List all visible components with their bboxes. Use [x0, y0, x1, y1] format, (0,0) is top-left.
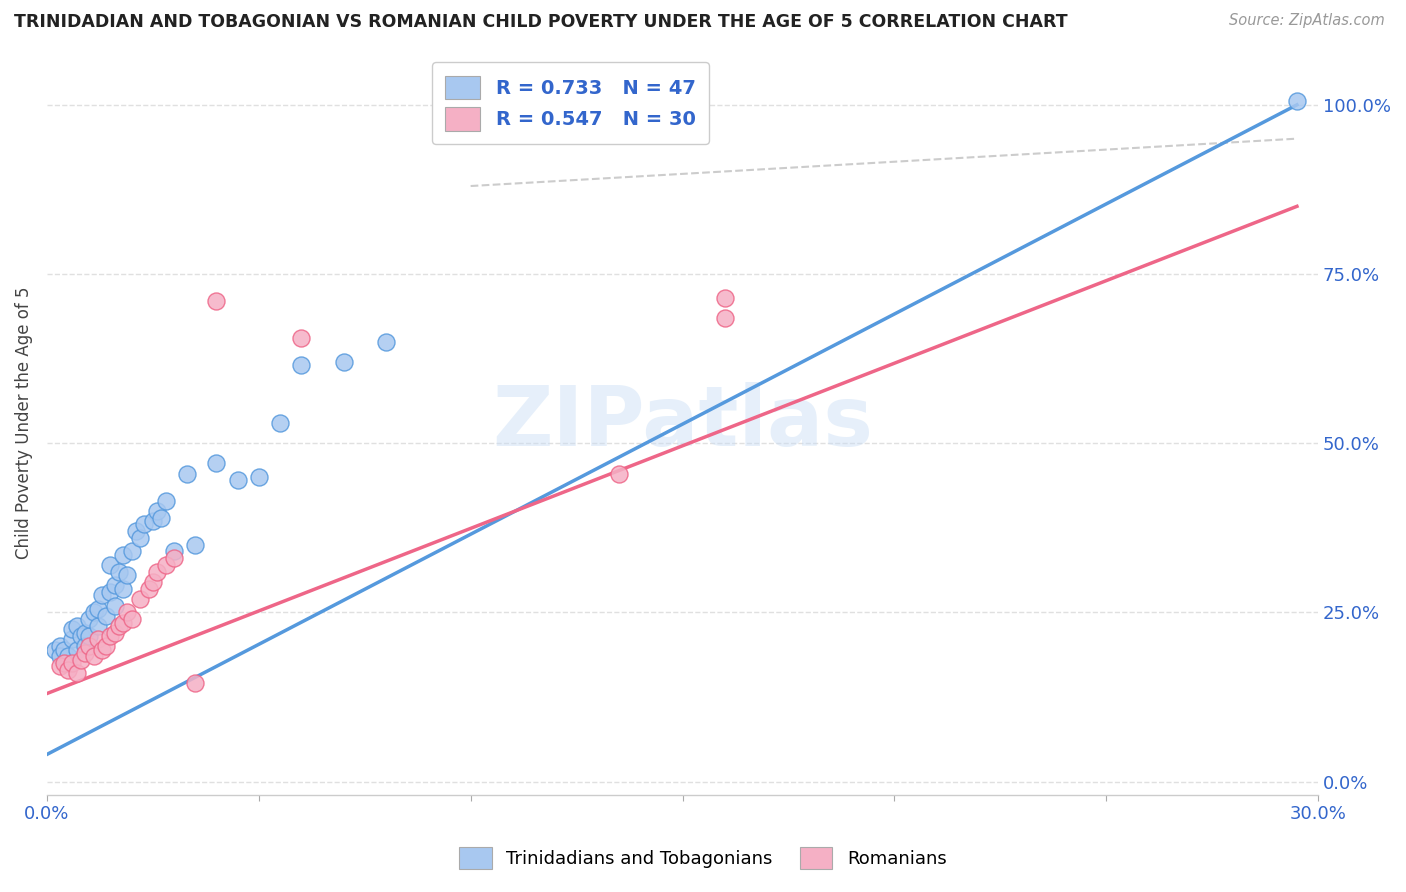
- Point: [100, 585, 122, 599]
- Point: [83, 649, 105, 664]
- Point: [125, 524, 148, 538]
- Point: [104, 625, 127, 640]
- Point: [69, 653, 91, 667]
- Point: [714, 310, 737, 325]
- Point: [108, 565, 131, 579]
- Point: [117, 605, 139, 619]
- Point: [163, 551, 186, 566]
- Point: [87, 619, 110, 633]
- Point: [100, 558, 122, 572]
- Point: [290, 359, 312, 373]
- Text: TRINIDADIAN AND TOBAGONIAN VS ROMANIAN CHILD POVERTY UNDER THE AGE OF 5 CORRELAT: TRINIDADIAN AND TOBAGONIAN VS ROMANIAN C…: [14, 13, 1067, 31]
- Point: [129, 531, 152, 545]
- Point: [138, 582, 160, 596]
- Point: [60, 632, 83, 647]
- Point: [96, 608, 118, 623]
- Point: [184, 676, 207, 690]
- Point: [142, 574, 165, 589]
- Point: [108, 619, 131, 633]
- Text: Source: ZipAtlas.com: Source: ZipAtlas.com: [1229, 13, 1385, 29]
- Point: [269, 416, 291, 430]
- Point: [184, 538, 207, 552]
- Point: [104, 599, 127, 613]
- Point: [65, 666, 87, 681]
- Point: [112, 548, 135, 562]
- Point: [60, 622, 83, 636]
- Point: [65, 619, 87, 633]
- Point: [69, 629, 91, 643]
- Point: [83, 605, 105, 619]
- Point: [142, 514, 165, 528]
- Y-axis label: Child Poverty Under the Age of 5: Child Poverty Under the Age of 5: [15, 286, 32, 559]
- Point: [205, 457, 228, 471]
- Point: [150, 510, 173, 524]
- Point: [155, 558, 177, 572]
- Point: [52, 642, 75, 657]
- Point: [146, 504, 169, 518]
- Point: [112, 615, 135, 630]
- Point: [96, 639, 118, 653]
- Text: ZIPatlas: ZIPatlas: [492, 383, 873, 463]
- Point: [121, 544, 143, 558]
- Point: [56, 663, 79, 677]
- Point: [112, 582, 135, 596]
- Point: [73, 625, 96, 640]
- Legend: Trinidadians and Tobagonians, Romanians: Trinidadians and Tobagonians, Romanians: [450, 838, 956, 879]
- Legend: R = 0.733   N = 47, R = 0.547   N = 30: R = 0.733 N = 47, R = 0.547 N = 30: [432, 62, 709, 145]
- Point: [87, 602, 110, 616]
- Point: [1285, 95, 1308, 109]
- Point: [104, 578, 127, 592]
- Point: [73, 646, 96, 660]
- Point: [91, 642, 114, 657]
- Point: [129, 591, 152, 606]
- Point: [52, 656, 75, 670]
- Point: [163, 544, 186, 558]
- Point: [247, 470, 270, 484]
- Point: [60, 656, 83, 670]
- Point: [91, 589, 114, 603]
- Point: [374, 334, 396, 349]
- Point: [77, 629, 100, 643]
- Point: [121, 612, 143, 626]
- Point: [48, 649, 70, 664]
- Point: [134, 517, 156, 532]
- Point: [48, 659, 70, 673]
- Point: [77, 639, 100, 653]
- Point: [205, 294, 228, 309]
- Point: [226, 474, 249, 488]
- Point: [714, 291, 737, 305]
- Point: [100, 629, 122, 643]
- Point: [56, 649, 79, 664]
- Point: [155, 493, 177, 508]
- Point: [332, 355, 354, 369]
- Point: [176, 467, 198, 481]
- Point: [44, 642, 66, 657]
- Point: [290, 331, 312, 345]
- Point: [56, 656, 79, 670]
- Point: [77, 612, 100, 626]
- Point: [607, 467, 630, 481]
- Point: [73, 639, 96, 653]
- Point: [146, 565, 169, 579]
- Point: [117, 568, 139, 582]
- Point: [87, 632, 110, 647]
- Point: [48, 639, 70, 653]
- Point: [65, 642, 87, 657]
